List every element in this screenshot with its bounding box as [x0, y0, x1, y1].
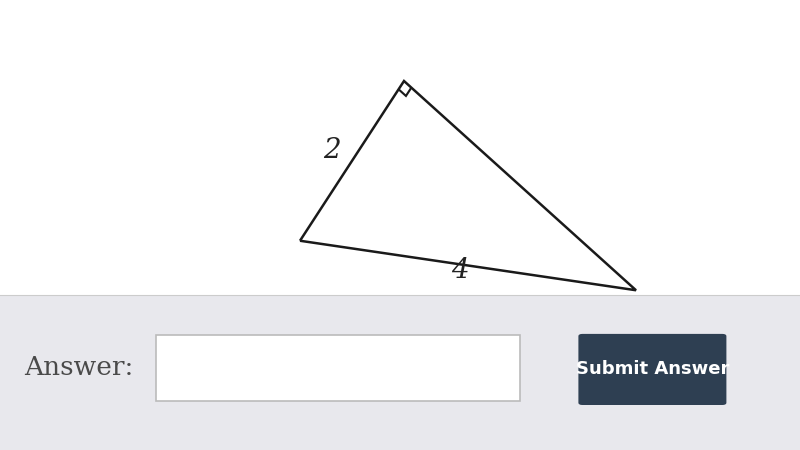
Bar — [0, 295, 800, 450]
Text: 2: 2 — [323, 137, 341, 164]
Text: Submit Answer: Submit Answer — [576, 360, 729, 378]
Bar — [156, 335, 520, 400]
Text: Answer:: Answer: — [24, 355, 133, 380]
Text: 4: 4 — [451, 256, 469, 284]
FancyBboxPatch shape — [578, 334, 726, 405]
